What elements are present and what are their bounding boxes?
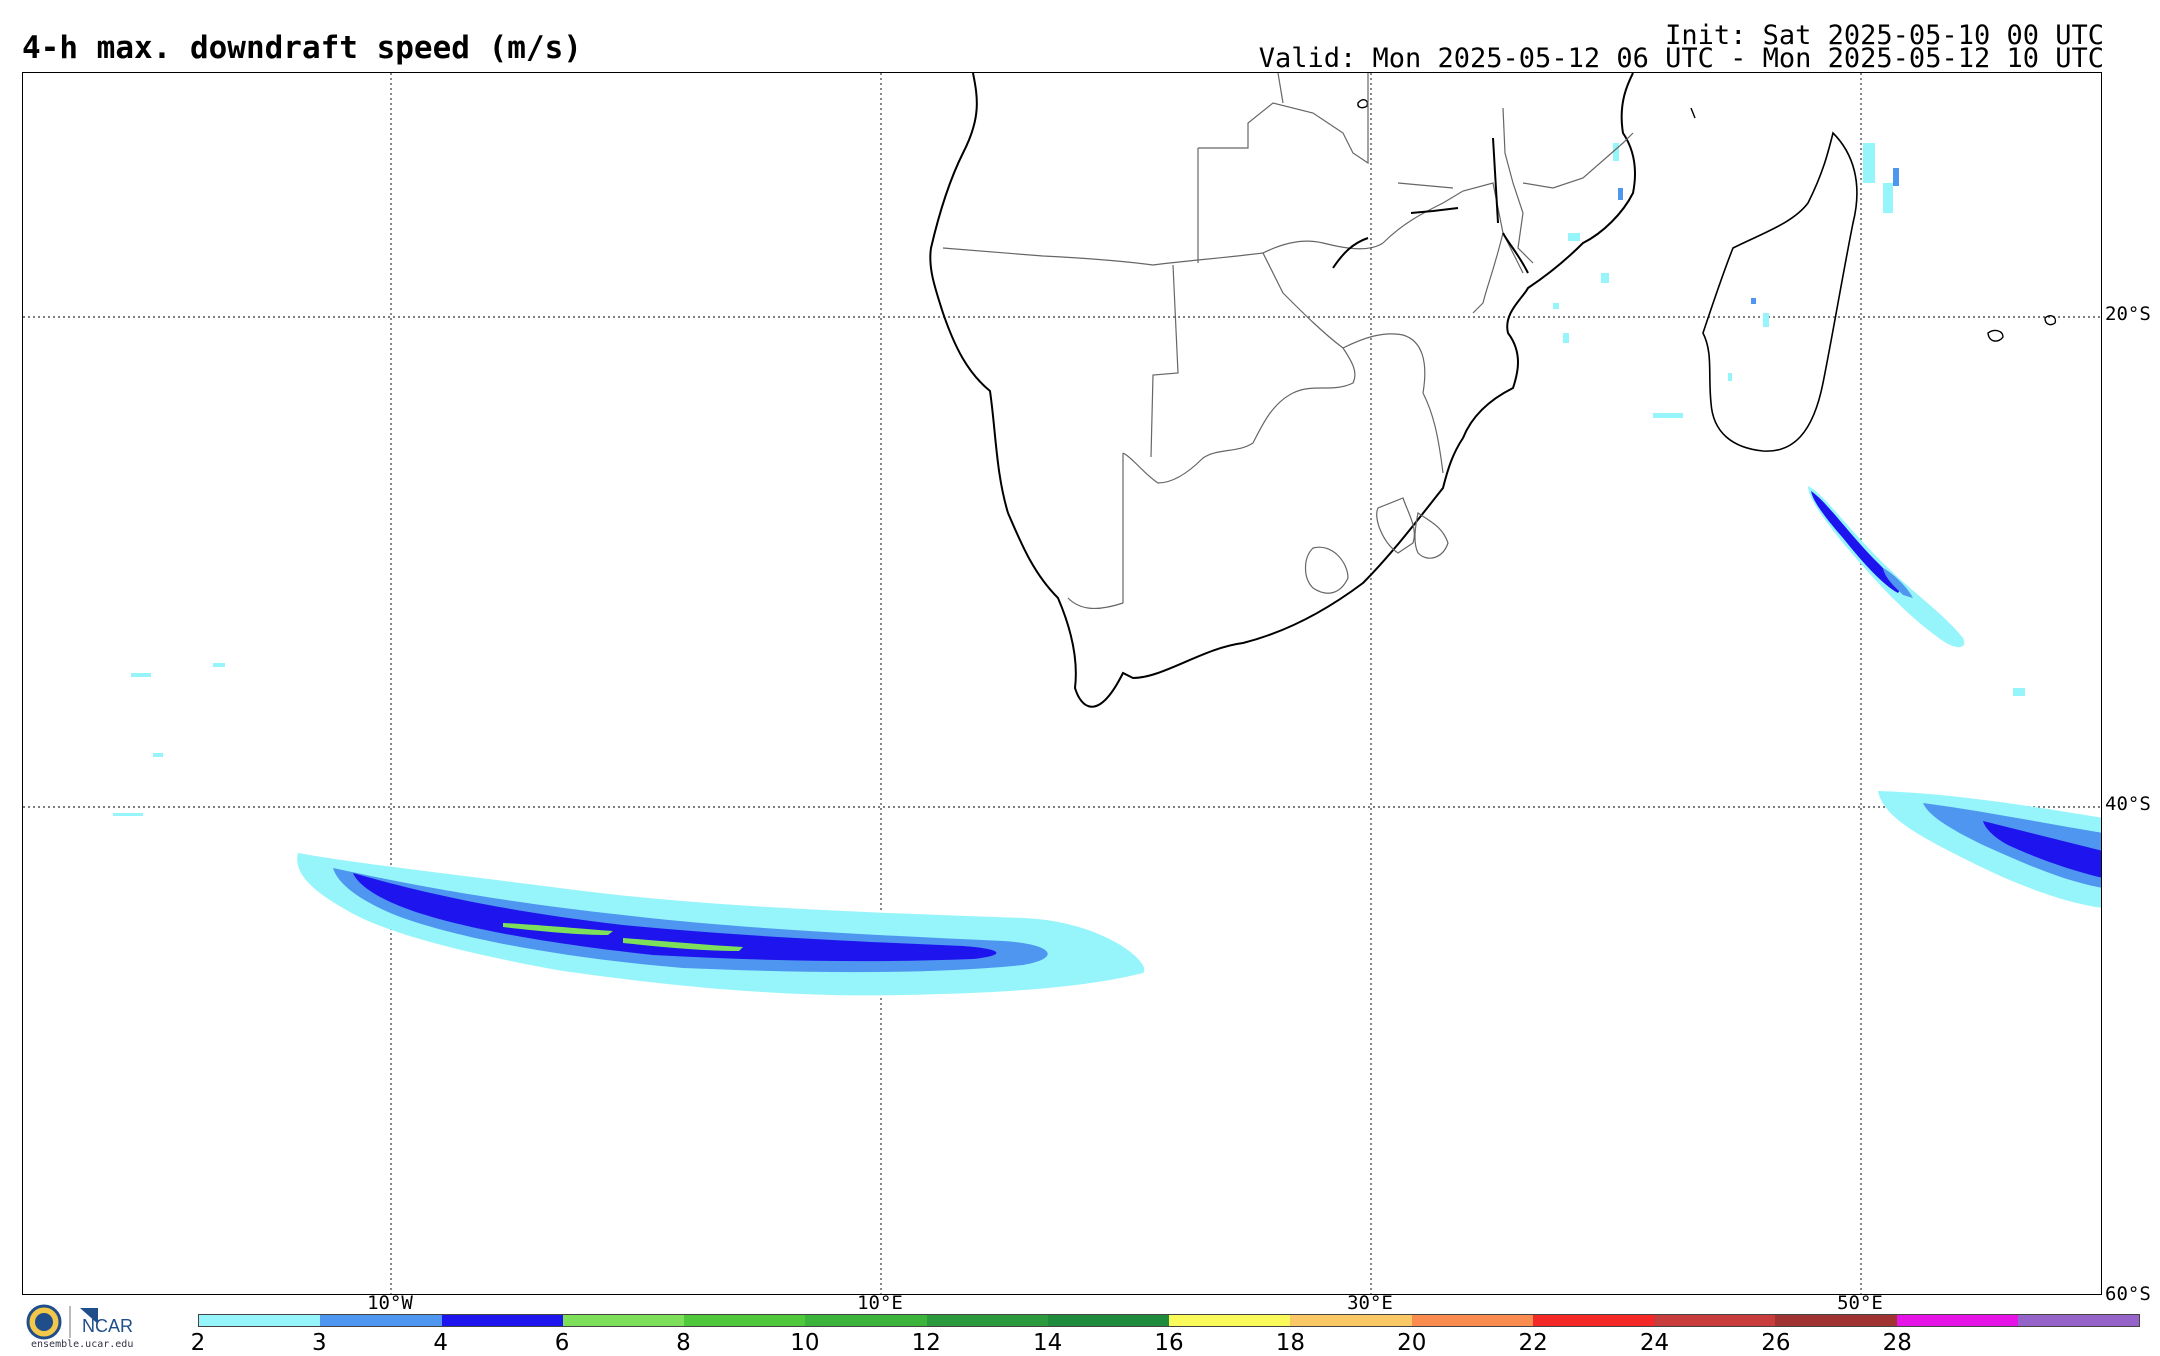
colorbar-swatch <box>1411 1315 1533 1326</box>
colorbar-tick-label: 8 <box>676 1330 691 1356</box>
lakes <box>1332 137 1529 274</box>
colorbar-tick-label: 16 <box>1154 1330 1184 1356</box>
colorbar-swatch <box>199 1315 321 1326</box>
lon-label-50e: 50°E <box>1837 1292 1883 1314</box>
lon-label-30e: 30°E <box>1347 1292 1393 1314</box>
lon-label-10e: 10°E <box>857 1292 903 1314</box>
logo-url: ensemble.ucar.edu <box>31 1339 134 1350</box>
ncar-logo: NCAR <box>26 1304 133 1340</box>
coastline-madagascar <box>1702 131 1858 452</box>
colorbar-swatch <box>320 1315 442 1326</box>
lat-label-60s: 60°S <box>2105 1283 2151 1305</box>
ncar-mark-icon <box>80 1308 98 1324</box>
colorbar-swatch <box>805 1315 927 1326</box>
country-borders <box>942 73 1634 610</box>
colorbar-swatch <box>1290 1315 1412 1326</box>
map-title: 4-h max. downdraft speed (m/s) <box>22 30 582 66</box>
coastline-africa <box>929 73 1636 708</box>
colorbar-tick-label: 12 <box>911 1330 941 1356</box>
colorbar-tick-label: 10 <box>790 1330 820 1356</box>
colorbar-swatch <box>1896 1315 2018 1326</box>
colorbar-tick-label: 6 <box>554 1330 570 1356</box>
colorbar-tick-label: 2 <box>190 1330 206 1356</box>
colorbar-tick-label: 14 <box>1032 1330 1063 1356</box>
map-panel[interactable] <box>22 72 2102 1295</box>
downdraft-band-atlantic <box>297 853 1145 996</box>
colorbar-tick-label: 28 <box>1882 1330 1912 1356</box>
scattered-cells <box>113 143 2025 816</box>
colorbar-tick-label: 26 <box>1761 1330 1791 1356</box>
colorbar-swatch <box>684 1315 806 1326</box>
colorbar-tick-label: 4 <box>433 1330 449 1356</box>
downdraft-streak-madagascar <box>1808 486 1965 648</box>
lat-label-20s: 20°S <box>2105 303 2151 325</box>
colorbar-tick-label: 18 <box>1275 1330 1306 1356</box>
colorbar-tick-label: 24 <box>1639 1330 1670 1356</box>
colorbar-swatch <box>1169 1315 1291 1326</box>
colorbar-swatch <box>1775 1315 1897 1326</box>
colorbar <box>198 1314 2140 1327</box>
colorbar-swatch <box>926 1315 1048 1326</box>
colorbar-tick-label: 3 <box>312 1330 327 1356</box>
colorbar-swatch <box>2017 1315 2139 1326</box>
init-time: Init: Sat 2025-05-10 00 UTC <box>1665 20 2104 51</box>
downdraft-band-southwest-indian <box>1878 791 2101 908</box>
lat-label-40s: 40°S <box>2105 793 2151 815</box>
map-canvas <box>23 73 2101 1294</box>
scattered-cells-medium <box>1618 168 1899 304</box>
colorbar-swatch <box>1047 1315 1169 1326</box>
lon-label-10w: 10°W <box>367 1292 413 1314</box>
colorbar-swatch <box>1532 1315 1654 1326</box>
colorbar-tick-label: 22 <box>1518 1330 1548 1356</box>
small-islands <box>1357 99 2057 342</box>
ncar-wordmark: NCAR <box>82 1316 133 1336</box>
colorbar-tick-label: 20 <box>1397 1330 1427 1356</box>
graticule <box>23 73 2101 1294</box>
colorbar-swatch <box>562 1315 684 1326</box>
colorbar-swatch <box>441 1315 563 1326</box>
colorbar-swatch <box>1654 1315 1776 1326</box>
valid-time: Valid: Mon 2025-05-12 06 UTC - Mon 2025-… <box>1258 43 2104 74</box>
